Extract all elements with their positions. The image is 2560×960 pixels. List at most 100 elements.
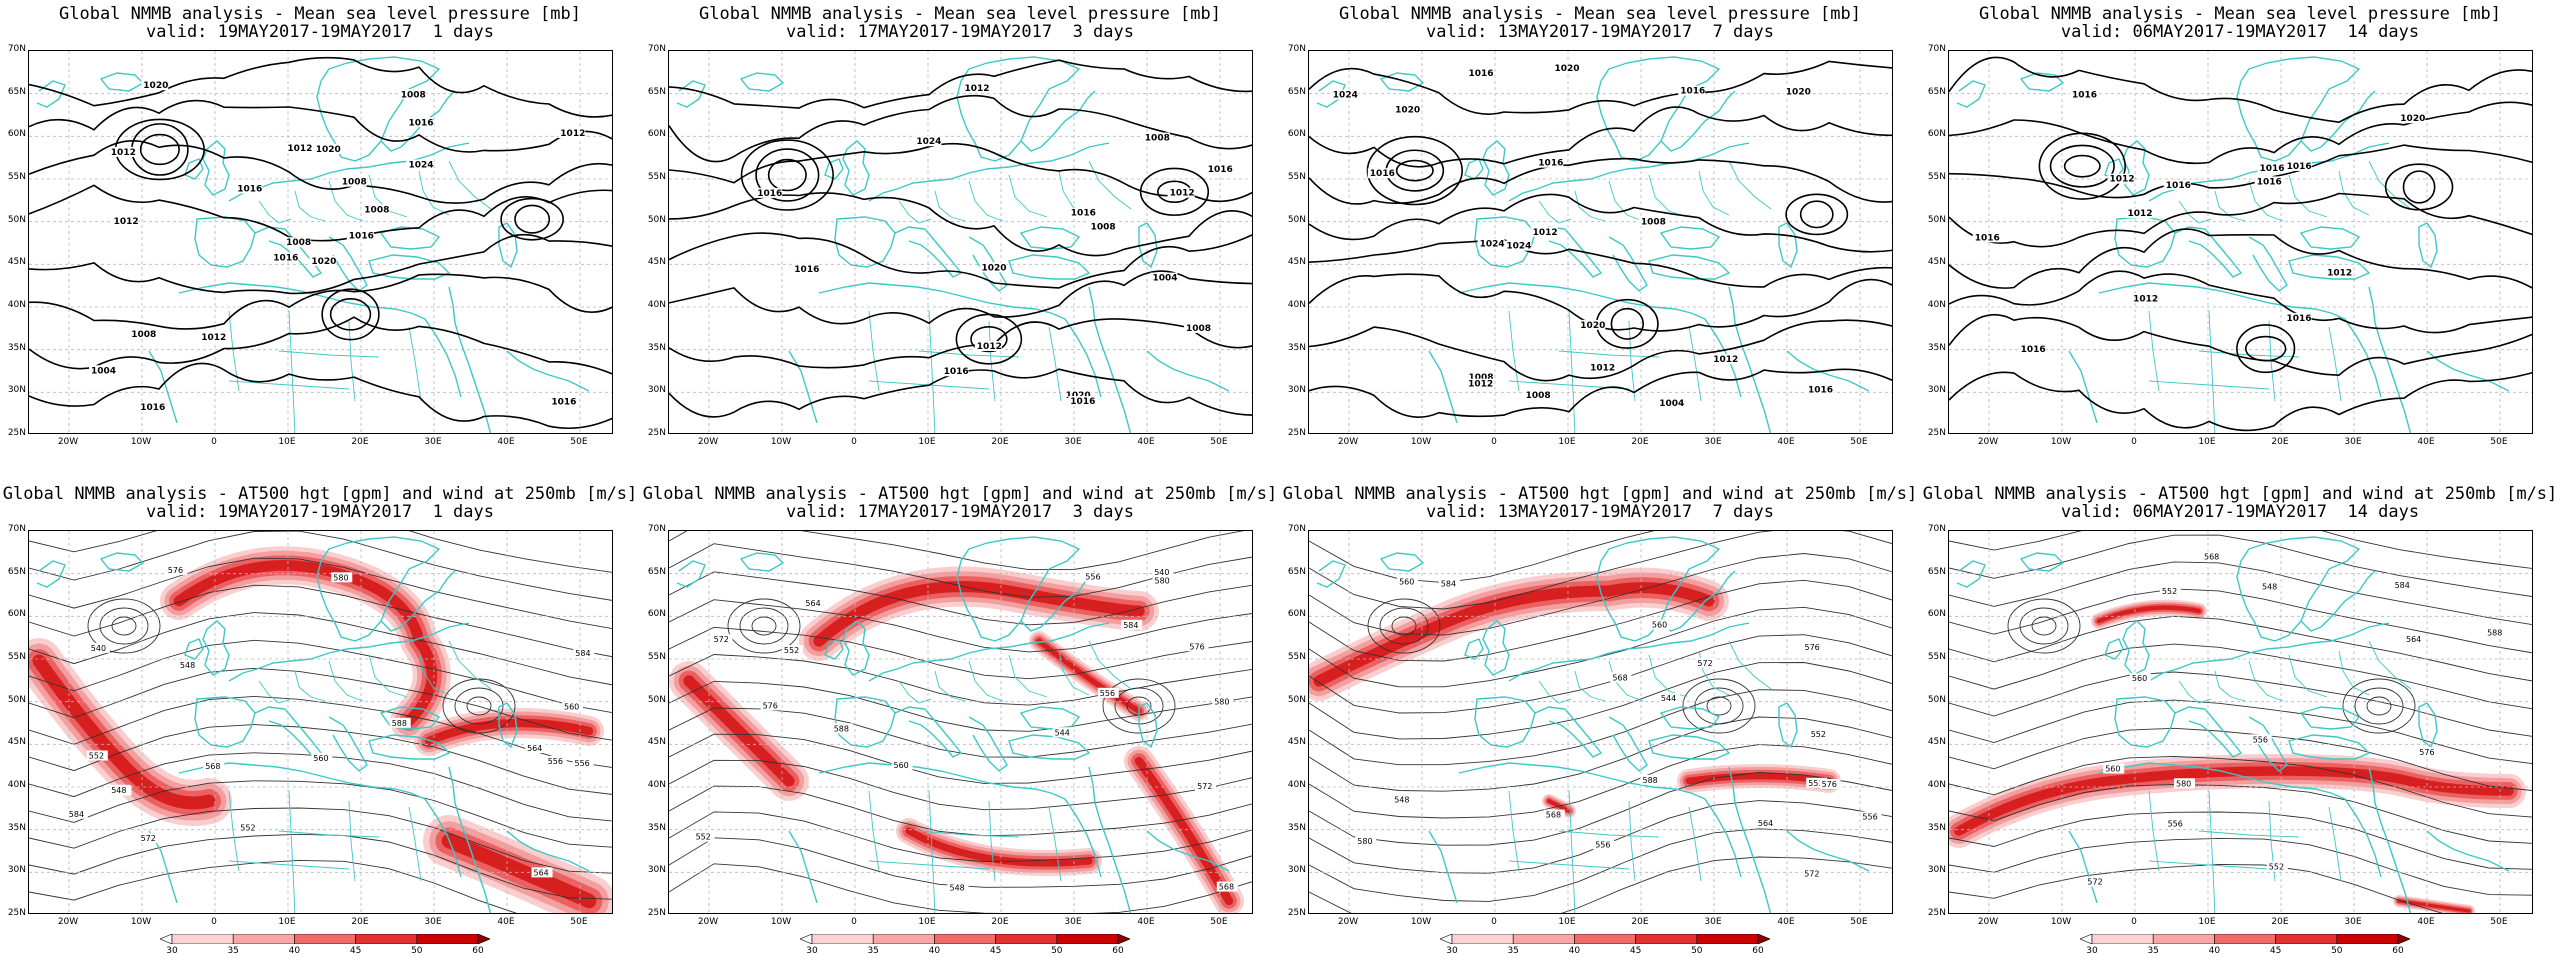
contour-value-label: 1012 (114, 217, 139, 227)
wind-shading (29, 546, 612, 913)
contour-value-label: 552 (2162, 587, 2177, 596)
latitude-tick-label: 65N (1927, 86, 1946, 97)
contour-value-label: 556 (2253, 735, 2268, 744)
contour-value-label: 576 (168, 566, 183, 575)
colorbar-tick-label: 35 (2147, 946, 2159, 956)
contour-label-background (2485, 627, 2507, 638)
contour-label-background (88, 642, 110, 653)
longitude-tick-label: 50E (1210, 437, 1228, 447)
contour-label-background (398, 89, 426, 100)
contour-label-background (2417, 746, 2439, 757)
contour-label-background (235, 183, 263, 194)
colorbar-swatch (1574, 934, 1636, 944)
longitude-tick-label: 50E (1850, 437, 1868, 447)
contour-value-label: 568 (205, 762, 220, 771)
coastlines (1316, 56, 1870, 433)
longitude-tick-label: 0 (1491, 917, 1497, 927)
contour-label-background (1355, 836, 1377, 846)
map-frame: 552 556 560 564 568 572 576 580 584 588 548 552 556 5… (1948, 530, 2533, 914)
contour-value-label: 1016 (349, 232, 374, 242)
contour-value-label: 584 (1441, 579, 1456, 588)
contour-label-background (203, 761, 225, 772)
longitude-tick-label: 10W (1410, 437, 1432, 447)
contour-value-label: 1012 (111, 148, 136, 158)
longitude-tick-label: 0 (851, 437, 857, 447)
colorbar-tick-label: 40 (288, 946, 301, 956)
contour-label-background (138, 833, 160, 844)
longitude-tick-label: 30E (424, 437, 442, 447)
colorbar-tick-label: 40 (1568, 946, 1581, 956)
colorbar-left-arrow (2080, 934, 2093, 944)
latitude-tick-label: 65N (1287, 86, 1306, 97)
colorbar-tick-label: 60 (1112, 946, 1124, 956)
latitude-tick-label: 50N (1287, 214, 1306, 225)
longitude-tick-label: 10E (1558, 437, 1576, 447)
contour-value-label: 556 (548, 757, 563, 766)
contour-label-background (1504, 240, 1532, 251)
longitude-tick-label: 50E (570, 437, 588, 447)
z500-wind-panel: Global NMMB analysis - AT500 hgt [gpm] a… (1920, 480, 2560, 960)
colorbar-tick-label: 50 (2331, 946, 2343, 956)
contour-label-background (803, 597, 825, 608)
contour-label-background (109, 784, 131, 795)
contour-value-label: 548 (1394, 795, 1409, 804)
contour-label-background (1068, 207, 1096, 218)
colorbar-swatch (2275, 934, 2338, 944)
latitude-tick-label: 70N (1287, 44, 1306, 54)
contour-value-label: 564 (534, 868, 549, 877)
latitude-tick-label: 60N (1927, 129, 1946, 140)
latitude-tick-label: 65N (647, 566, 666, 577)
longitude-tick-label: 50E (2490, 917, 2508, 927)
latitude-tick-label: 70N (7, 44, 26, 54)
contour-value-label: 1008 (1145, 134, 1170, 144)
colorbar-tick-label: 45 (1629, 946, 1642, 956)
contour-label-background (141, 80, 169, 91)
colorbar-swatch (355, 934, 418, 944)
contour-label-background (1552, 63, 1580, 74)
contour-value-label: 1012 (1170, 189, 1195, 199)
contour-value-label: 548 (2262, 582, 2277, 591)
contour-label-background (2392, 579, 2414, 590)
contour-labels: 544 540 548 552 556 560 564 568 572 576 580 584 588 5… (693, 567, 1238, 893)
latitude-tick-label: 35N (1287, 342, 1306, 353)
contour-value-label: 1020 (311, 257, 336, 267)
z500-wind-panel: Global NMMB analysis - AT500 hgt [gpm] a… (1280, 480, 1920, 960)
contour-value-label: 1016 (1538, 159, 1563, 169)
contour-label-background (2163, 179, 2191, 190)
map-gridlines (669, 51, 1252, 433)
longitude-tick-label: 20W (697, 917, 719, 927)
contour-label-background (693, 831, 715, 842)
contour-label-background (284, 237, 312, 248)
longitude-tick-label: 20E (1631, 917, 1649, 927)
contour-value-label: 1008 (1526, 391, 1551, 401)
contour-label-background (1649, 619, 1671, 630)
colorbar-tick-label: 60 (1752, 946, 1764, 956)
contour-label-background (1121, 619, 1143, 630)
contour-label-background (2404, 633, 2425, 644)
contour-value-label: 1008 (342, 178, 367, 188)
contour-value-label: 1016 (551, 398, 576, 408)
contour-label-background (974, 341, 1002, 351)
contour-label-background (1052, 727, 1074, 738)
longitude-tick-label: 40E (1137, 917, 1155, 927)
isobars (1949, 56, 2532, 432)
contour-value-label: 580 (1357, 837, 1372, 846)
contour-value-label: 1024 (1506, 242, 1531, 252)
contour-label-background (389, 717, 411, 728)
map-gridlines (1949, 531, 2532, 913)
panel-title: Global NMMB analysis - AT500 hgt [gpm] a… (642, 484, 1278, 504)
longitude-tick-label: 20W (57, 437, 79, 447)
colorbar-swatch (416, 934, 479, 944)
latitude-tick-label: 65N (7, 566, 26, 577)
colorbar-left-arrow (160, 934, 173, 944)
contour-value-label: 1020 (2400, 114, 2425, 124)
longitude-tick-label: 40E (1777, 437, 1795, 447)
contour-label-background (1068, 396, 1096, 406)
contour-label-background (1530, 226, 1558, 237)
contour-value-label: 1004 (1153, 274, 1178, 284)
wind-colorbar (1440, 934, 1770, 944)
contour-label-background (331, 572, 353, 583)
contour-label-background (1593, 839, 1615, 850)
contour-value-label: 544 (1055, 728, 1070, 737)
map-canvas: 1020101210081004100810121008102010161016… (29, 51, 612, 433)
